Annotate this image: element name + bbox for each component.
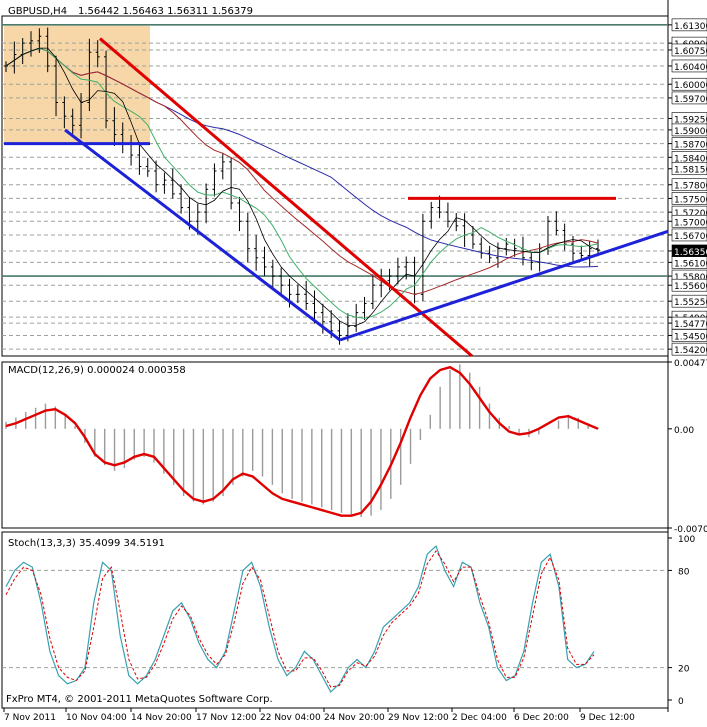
time-tick-label: 29 Nov 12:00 — [388, 713, 449, 723]
stoch-title: Stoch(13,3,3) 35.4099 34.5191 — [8, 538, 165, 549]
price-tag-label: 1.58400 — [674, 154, 707, 164]
price-tag-box — [671, 192, 707, 205]
price-tag-box — [671, 59, 707, 73]
blue-falling-trendline — [64, 128, 341, 342]
price-tag-box — [671, 342, 707, 356]
quote-values: 1.56442 1.56463 1.56311 1.56379 — [78, 6, 253, 17]
time-tick-label: 6 Dec 20:00 — [514, 713, 569, 723]
time-tick-label: 10 Nov 04:00 — [66, 713, 127, 723]
stoch-tick-label: 80 — [678, 567, 690, 577]
price-tag-label: 1.58700 — [674, 141, 707, 151]
panel-frame-1 — [1, 361, 669, 529]
price-tag-label: 1.56700 — [674, 232, 707, 242]
current-price-box — [672, 244, 707, 257]
time-tick-label: 9 Dec 12:00 — [580, 713, 635, 723]
stoch-tick-label: 20 — [678, 665, 690, 675]
highlight-zone — [4, 25, 150, 144]
macd-tick-label: 0.00 — [674, 426, 694, 436]
price-tag-label: 1.59700 — [674, 95, 707, 105]
moving-average-mid — [5, 47, 599, 295]
stoch-tick-label: 100 — [678, 535, 695, 545]
stoch-panel[interactable]: 100 80 20 0 — [2, 535, 695, 707]
macd-signal-line — [5, 365, 599, 517]
time-tick-label: 24 Nov 20:00 — [324, 713, 385, 723]
time-tick-label: 14 Nov 20:00 — [131, 713, 192, 723]
stoch-tick-label: 0 — [678, 697, 684, 707]
macd-tick-label: -0.00708 — [674, 525, 707, 535]
price-tag-label: 1.55800 — [674, 273, 707, 283]
time-tick-label: 2 Dec 04:00 — [452, 713, 507, 723]
price-tag-box — [671, 77, 707, 91]
price-tag-label: 1.54770 — [674, 320, 707, 330]
price-tag-label: 1.60400 — [674, 63, 707, 73]
price-tag-box — [671, 123, 707, 137]
price-tag-box — [671, 91, 707, 105]
macd-tick-label: 0.00477 — [674, 359, 707, 369]
time-axis: 7 Nov 2011 10 Nov 04:00 14 Nov 20:00 17 Nov… — [3, 708, 635, 723]
price-tag-label: 1.57200 — [674, 209, 707, 219]
moving-average-short — [5, 47, 599, 326]
price-tag-label: 1.56100 — [674, 259, 707, 269]
price-tag-label: 1.54500 — [674, 332, 707, 342]
price-tag-label: 1.59250 — [674, 115, 707, 125]
red-falling-trendline — [99, 37, 473, 358]
macd-panel[interactable]: 0.00477 0.00 -0.00708 — [5, 359, 707, 535]
copyright-text: FxPro MT4, © 2001-2011 MetaQuotes Softwa… — [6, 694, 273, 705]
stoch-signal-line — [5, 550, 595, 688]
price-tag-box — [671, 178, 707, 192]
price-bars — [4, 27, 600, 345]
price-tag-box — [671, 329, 707, 342]
price-tag-label: 1.57000 — [674, 218, 707, 228]
panel-frame-2 — [1, 531, 669, 709]
price-tag-label: 1.55600 — [674, 282, 707, 292]
price-panel[interactable]: 1.613001.609001.607501.604001.600001.597… — [2, 18, 707, 358]
macd-title: MACD(12,26,9) 0.000024 0.000358 — [8, 365, 186, 376]
price-tag-label: 1.55250 — [674, 298, 707, 308]
price-tag-label: 1.61300 — [674, 22, 707, 32]
price-tag-box — [671, 214, 707, 228]
price-tag-box — [671, 43, 707, 57]
price-tag-label: 1.54200 — [674, 346, 707, 356]
time-tick-label: 22 Nov 04:00 — [260, 713, 321, 723]
price-tag-label: 1.59000 — [674, 127, 707, 137]
time-tick-label: 17 Nov 12:00 — [196, 713, 257, 723]
price-tag-box — [671, 18, 707, 32]
price-tag-label: 1.58150 — [674, 166, 707, 176]
price-tag-label: 1.60750 — [674, 47, 707, 57]
price-tag-box — [671, 228, 707, 242]
blue-rising-trendline — [339, 229, 669, 342]
price-tag-box — [671, 278, 707, 292]
price-tag-box — [671, 294, 707, 308]
price-tag-box — [671, 316, 707, 330]
time-tick-label: 7 Nov 2011 — [4, 713, 56, 723]
price-tag-box — [671, 137, 707, 150]
symbol-title: GBPUSD,H4 — [8, 6, 67, 17]
price-tag-box — [671, 162, 707, 176]
price-tag-label: 1.60000 — [674, 81, 707, 91]
price-tag-label: 1.57800 — [674, 182, 707, 192]
stoch-main-line — [5, 545, 595, 693]
price-tag-label: 1.57500 — [674, 195, 707, 205]
